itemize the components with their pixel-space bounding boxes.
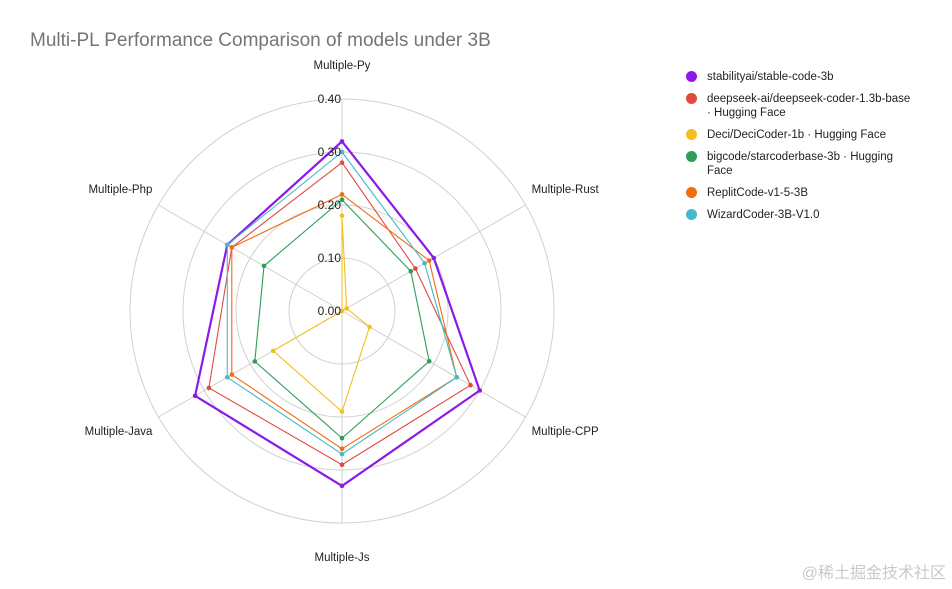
tick-label: 0.00 bbox=[318, 304, 342, 318]
tick-label: 0.30 bbox=[318, 145, 342, 159]
tick-label: 0.40 bbox=[318, 92, 342, 106]
legend-swatch-icon bbox=[686, 187, 697, 198]
series-point bbox=[339, 213, 345, 218]
series-point bbox=[367, 324, 372, 330]
grid-spoke bbox=[341, 310, 526, 418]
series-point bbox=[339, 409, 345, 415]
axis-label: Multiple-CPP bbox=[532, 426, 599, 438]
legend-swatch-icon bbox=[686, 151, 697, 162]
series-point bbox=[468, 382, 473, 388]
legend-item[interactable]: stabilityai/stable-code-3b bbox=[686, 70, 916, 84]
legend-item[interactable]: deepseek-ai/deepseek-coder-1.3b-base · H… bbox=[686, 92, 916, 120]
series-point bbox=[339, 451, 345, 457]
series-point bbox=[252, 359, 258, 364]
series-point bbox=[339, 192, 345, 197]
series-point bbox=[339, 435, 345, 441]
series-point bbox=[413, 266, 418, 271]
axis-label: Multiple-Rust bbox=[532, 184, 600, 196]
series-point bbox=[339, 197, 345, 202]
tick-label: 0.20 bbox=[318, 198, 342, 212]
series-point bbox=[426, 258, 432, 263]
watermark: @稀土掘金技术社区 bbox=[801, 565, 946, 582]
series-point bbox=[225, 375, 230, 380]
legend-label: bigcode/starcoderbase-3b · Hugging Face bbox=[707, 151, 894, 177]
legend-item[interactable]: Deci/DeciCoder-1b · Hugging Face bbox=[686, 128, 916, 142]
axis-label: Multiple-Java bbox=[85, 426, 153, 438]
legend-swatch-icon bbox=[686, 71, 697, 82]
legend-item[interactable]: bigcode/starcoderbase-3b · Hugging Face bbox=[686, 150, 916, 178]
chart-legend: stabilityai/stable-code-3b deepseek-ai/de… bbox=[686, 70, 916, 230]
series-point bbox=[339, 446, 345, 452]
axis-label: Multiple-Py bbox=[314, 60, 371, 72]
series-point bbox=[339, 308, 345, 314]
series-point bbox=[422, 261, 427, 266]
axis-label: Multiple-Js bbox=[315, 552, 370, 564]
series-point bbox=[225, 242, 230, 248]
axis-label: Multiple-Php bbox=[88, 184, 152, 196]
legend-swatch-icon bbox=[686, 93, 697, 104]
series-point bbox=[339, 139, 345, 144]
series-point bbox=[454, 375, 460, 380]
tick-label: 0.10 bbox=[318, 251, 342, 265]
legend-label: WizardCoder-3B-V1.0 bbox=[707, 209, 820, 221]
series-point bbox=[426, 359, 432, 364]
series-line bbox=[231, 193, 458, 450]
legend-swatch-icon bbox=[686, 129, 697, 140]
grid-spoke bbox=[158, 204, 343, 312]
legend-label: stabilityai/stable-code-3b bbox=[707, 71, 834, 83]
legend-item[interactable]: WizardCoder-3B-V1.0 bbox=[686, 208, 916, 222]
series-point bbox=[229, 245, 235, 250]
legend-item[interactable]: ReplitCode-v1-5-3B bbox=[686, 186, 916, 200]
series-point bbox=[344, 306, 349, 311]
series-point bbox=[339, 462, 345, 468]
series-point bbox=[339, 149, 345, 155]
legend-swatch-icon bbox=[686, 209, 697, 220]
series-point bbox=[206, 385, 212, 391]
series-point bbox=[408, 269, 414, 274]
legend-label: deepseek-ai/deepseek-coder-1.3b-base · H… bbox=[707, 93, 911, 119]
series-point bbox=[192, 393, 198, 399]
legend-label: Deci/DeciCoder-1b · Hugging Face bbox=[707, 129, 886, 141]
legend-label: ReplitCode-v1-5-3B bbox=[707, 187, 808, 199]
series-point bbox=[339, 160, 345, 165]
series-point bbox=[270, 348, 276, 354]
chart-title: Multi-PL Performance Comparison of model… bbox=[30, 30, 491, 51]
series-point bbox=[229, 372, 235, 377]
series-point bbox=[261, 263, 267, 269]
series-point bbox=[477, 388, 483, 393]
series-point bbox=[339, 483, 345, 489]
series-point bbox=[431, 255, 437, 261]
